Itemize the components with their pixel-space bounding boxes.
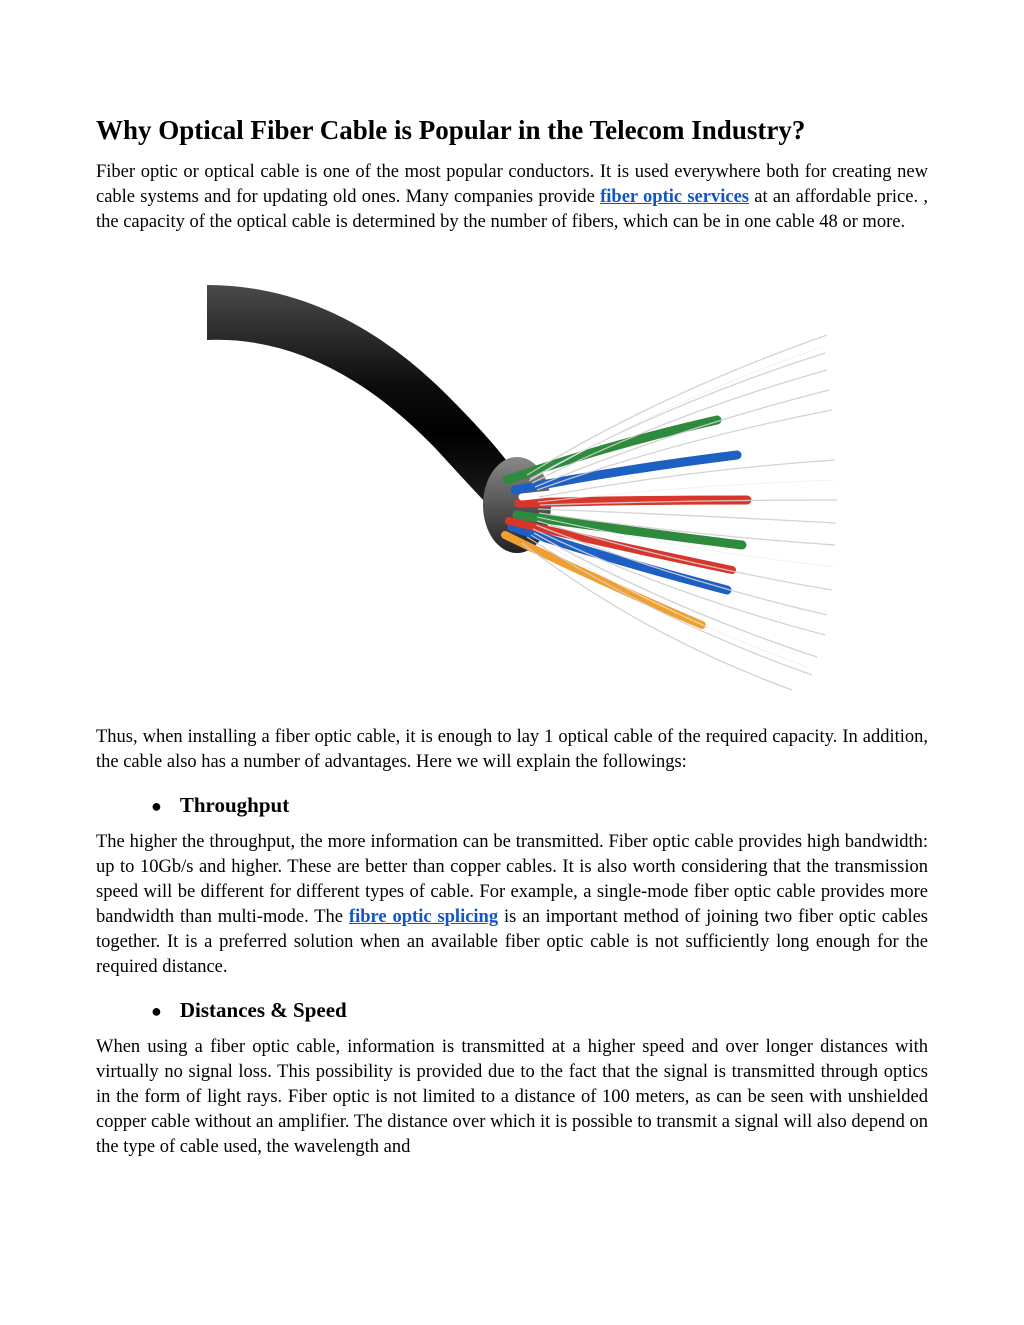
section-heading-throughput: Throughput [180,793,289,818]
bullet-icon: ● [151,797,162,815]
fiber-optic-services-link[interactable]: fiber optic services [600,187,749,207]
section-heading-distances: Distances & Speed [180,998,347,1023]
bullet-item-distances: ● Distances & Speed [151,998,928,1023]
throughput-paragraph: The higher the throughput, the more info… [96,830,928,980]
bullet-icon: ● [151,1002,162,1020]
cable-icon [187,275,837,695]
fibre-optic-splicing-link[interactable]: fibre optic splicing [349,907,498,927]
bullet-item-throughput: ● Throughput [151,793,928,818]
distances-paragraph: When using a fiber optic cable, informat… [96,1035,928,1160]
page-title: Why Optical Fiber Cable is Popular in th… [96,115,928,146]
fiber-cable-image [187,275,837,695]
intro-paragraph: Fiber optic or optical cable is one of t… [96,160,928,235]
transition-paragraph: Thus, when installing a fiber optic cabl… [96,725,928,775]
image-container [96,275,928,695]
